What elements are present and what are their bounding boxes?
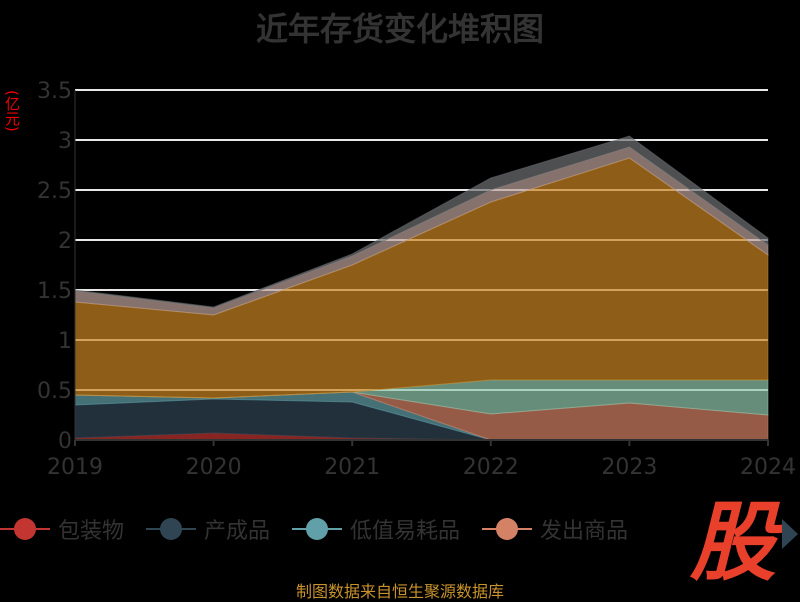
area-series-7: [74, 135, 769, 309]
plot-area: 0 0.5 1 1.5 2 2.5 3 3.5 2019 2020 2021 2022 2023 2024: [37, 79, 796, 480]
legend-item[interactable]: 包装物: [0, 513, 124, 545]
legend-marker-icon: [0, 516, 50, 542]
source-footer: 制图数据来自恒生聚源数据库: [295, 582, 504, 601]
y-axis-unit: (亿元): [3, 90, 21, 132]
x-tick-label: 2024: [740, 455, 796, 480]
legend-next-arrow-icon[interactable]: [782, 519, 798, 549]
chart-title: 近年存货变化堆积图: [255, 10, 544, 48]
x-tick-label: 2023: [601, 455, 657, 480]
legend-label: 低值易耗品: [350, 519, 461, 544]
y-tick-label: 3: [58, 129, 72, 154]
legend-label: 发出商品: [540, 519, 629, 544]
legend-marker-icon: [292, 516, 343, 542]
legend-label: 产成品: [204, 519, 271, 544]
x-tick-label: 2019: [47, 455, 103, 480]
y-tick-label: 3.5: [37, 79, 72, 104]
y-tick-label: 2: [58, 229, 72, 254]
y-tick-label: 1: [58, 329, 72, 354]
legend-marker-icon: [146, 516, 197, 542]
watermark-logo: 股: [690, 493, 776, 593]
x-tick-label: 2020: [186, 455, 242, 480]
x-tick-label: 2021: [324, 455, 380, 480]
y-tick-label: 1.5: [37, 279, 72, 304]
legend: 包装物 产成品 低值易耗品 发出商品: [0, 514, 650, 544]
area-series-5: [74, 157, 769, 399]
y-tick-label: 2.5: [37, 179, 72, 204]
legend-item[interactable]: 低值易耗品: [292, 513, 460, 545]
y-tick-label: 0.5: [37, 379, 72, 404]
y-tick-label: 0: [58, 429, 72, 454]
legend-item[interactable]: 发出商品: [482, 513, 628, 545]
legend-marker-icon: [482, 516, 533, 542]
legend-label: 包装物: [58, 519, 125, 544]
x-tick-label: 2022: [463, 455, 519, 480]
legend-item[interactable]: 产成品: [146, 513, 270, 545]
